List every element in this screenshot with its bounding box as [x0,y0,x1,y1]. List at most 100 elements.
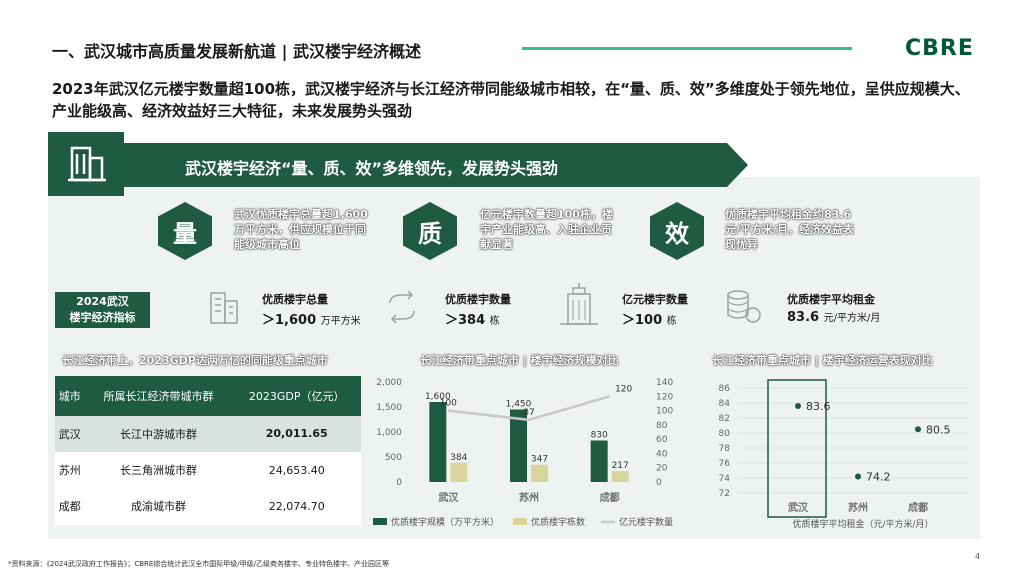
cbre-logo: CBRE [905,36,974,61]
x-tick-label: 武汉 [438,491,458,504]
y-tick-label: 72 [719,489,730,499]
table-header-row: 城市 所属长江经济带城市群 2023GDP（亿元） [55,376,361,416]
pillar-efficiency-desc: 优质楼宇平均租金约83.6 元/平方米/月，经济效益表现优异 [725,208,855,251]
bar-quality-count [611,471,629,482]
line-billion-buildings [448,395,611,422]
table-row: 苏州 长三角洲城市群 24,653.40 [55,452,361,489]
table-cell: 苏州 [55,452,85,489]
y-tick-label: 1,500 [376,403,402,413]
table-cell: 武汉 [55,416,85,453]
data-label-count: 217 [612,461,629,471]
y2-tick-label: 60 [656,435,668,445]
page-number: 4 [975,552,981,561]
bar-quality-count [450,462,468,482]
data-label-rent: 74.2 [866,471,891,484]
x-tick-label: 武汉 [788,501,808,514]
scatter-point [795,403,801,409]
y2-tick-label: 0 [656,478,662,488]
y-tick-label: 0 [396,478,402,488]
table-header: 所属长江经济带城市群 [84,376,233,416]
y2-tick-label: 40 [656,449,668,459]
scatter-point [915,426,921,433]
bar-quality-scale [429,402,447,482]
bar-quality-count [531,464,548,482]
data-label-count: 384 [450,453,467,463]
indicators-label-line1: 2024武汉 [76,295,129,308]
y-tick-label: 74 [719,474,731,484]
data-label-billion: 100 [440,399,457,409]
y-tick-label: 82 [719,414,730,424]
indicator-count-unit: 栋 [489,316,500,327]
pillar-quantity-desc: 武汉优质楼宇总量超1,600万平方米，供应规模位于同能级城市高位 [234,208,368,251]
bar-quality-scale [510,409,527,482]
indicator-rent-number: 83.6 [787,310,820,325]
data-label-count: 347 [531,455,548,465]
legend-swatch [513,518,527,525]
operation-chart-title: 长江经济带重点城市 | 楼宇经济运营表现对比 [712,354,933,367]
y2-tick-label: 20 [656,464,668,474]
table-cell: 长江中游城市群 [84,416,233,453]
table-section-title: 长江经济带上，2023GDP达两万亿的同能级重点城市 [62,354,328,367]
page-title: 一、武汉城市高质量发展新航道 | 武汉楼宇经济概述 [52,42,421,61]
data-label-rent: 80.5 [926,423,951,436]
x-axis-label: 优质楼宇平均租金（元/平方米/月） [792,518,933,530]
indicator-rent-title: 优质楼宇平均租金 [787,293,875,306]
scatter-point [855,473,861,480]
y-tick-label: 500 [385,453,402,463]
indicator-count-value: ＞384 栋 [445,309,500,328]
indicator-count-number: ＞384 [445,313,486,328]
title-divider [522,47,852,50]
indicator-rent-value: 83.6 元/平方米/月 [787,309,880,325]
y-tick-label: 80 [719,429,731,439]
indicator-count-title: 优质楼宇数量 [445,293,511,306]
banner [48,143,748,187]
operation-chart: 72 74 76 78 80 82 84 86 83.6 武汉 74.2 苏州 80.5 成都优质楼宇平均… [719,379,968,530]
y-tick-label: 86 [719,384,731,394]
y-tick-label: 84 [719,399,731,409]
table-cell: 长三角洲城市群 [84,452,233,489]
indicators-label: 2024武汉 楼宇经济指标 [55,292,150,328]
page-subtitle: 2023年武汉亿元楼宇数量超100栋，武汉楼宇经济与长江经济带同能级城市相较，在… [52,80,970,120]
y2-tick-label: 80 [656,421,668,431]
table-cell: 20,011.65 [232,416,361,453]
x-tick-label: 苏州 [848,501,868,514]
table-cell: 22,074.70 [232,488,361,525]
indicator-billion-title: 亿元楼宇数量 [622,293,688,306]
indicator-total-value: ＞1,600 万平方米 [262,309,361,328]
data-label-billion: 120 [615,384,632,394]
x-tick-label: 苏州 [519,491,539,504]
indicator-billion-unit: 栋 [666,316,677,327]
data-label-scale: 1,600 [425,392,451,402]
bar-quality-scale [590,440,608,482]
indicator-billion-value: ＞100 栋 [622,309,677,328]
y-tick-label: 2,000 [376,378,402,388]
city-gdp-table: 城市 所属长江经济带城市群 2023GDP（亿元） 武汉 长江中游城市群 20,… [55,376,361,525]
indicators-label-line2: 楼宇经济指标 [69,311,136,324]
building-icon [68,146,106,182]
table-header: 2023GDP（亿元） [232,376,361,416]
legend-label: 优质楼宇栋数 [531,516,585,528]
banner-icon-box [48,132,124,196]
scale-chart: 0 500 1,000 1,500 2,000 0 20 40 60 80 100 120 140 1,6… [373,378,673,528]
pillar-quantity-hex: 量 [158,202,212,260]
table-header: 城市 [55,376,85,416]
data-label-rent: 83.6 [806,400,831,413]
highlight-box [767,379,827,518]
y2-tick-label: 120 [656,392,673,402]
x-tick-label: 成都 [908,502,928,514]
x-tick-label: 成都 [600,492,620,504]
data-label-scale: 830 [591,431,608,441]
table-row: 武汉 长江中游城市群 20,011.65 [55,416,361,453]
refresh-arrows-icon [389,290,415,324]
table-row: 成都 成渝城市群 22,074.70 [55,488,361,525]
pillar-quality-hex: 质 [403,202,457,260]
skyscraper-icon [560,283,598,325]
data-label-billion: 87 [523,408,534,418]
y-tick-label: 78 [719,444,731,454]
y-tick-label: 1,000 [376,428,402,438]
data-label-scale: 1,450 [506,400,532,410]
table-cell: 成都 [55,488,85,525]
indicator-total-number: ＞1,600 [262,313,317,328]
y2-tick-label: 100 [656,407,673,417]
indicator-total-title: 优质楼宇总量 [262,293,328,306]
